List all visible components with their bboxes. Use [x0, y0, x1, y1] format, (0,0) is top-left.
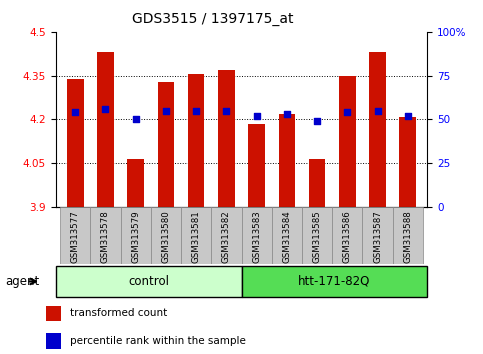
Bar [332, 207, 362, 264]
Bar [339, 76, 355, 207]
Text: agent: agent [5, 275, 39, 288]
Bar [151, 207, 181, 264]
Bar [90, 207, 121, 264]
Point [132, 117, 140, 122]
Bar [46, 333, 61, 348]
Point [313, 118, 321, 124]
Text: GSM313577: GSM313577 [71, 210, 80, 263]
Point [374, 108, 382, 114]
Bar [242, 266, 427, 297]
Text: GSM313587: GSM313587 [373, 210, 382, 263]
Bar [218, 70, 235, 207]
Bar [302, 207, 332, 264]
Bar [128, 159, 144, 207]
Bar [67, 79, 84, 207]
Bar [46, 306, 61, 321]
Point [101, 106, 109, 112]
Point [162, 108, 170, 114]
Text: percentile rank within the sample: percentile rank within the sample [70, 336, 246, 346]
Text: GDS3515 / 1397175_at: GDS3515 / 1397175_at [132, 12, 293, 27]
Bar [242, 207, 272, 264]
Bar [369, 52, 386, 207]
Bar [188, 74, 204, 207]
Bar [272, 207, 302, 264]
Text: GSM313582: GSM313582 [222, 210, 231, 263]
Text: GSM313580: GSM313580 [161, 210, 170, 263]
Point [223, 108, 230, 114]
Point [192, 108, 200, 114]
Text: GSM313586: GSM313586 [343, 210, 352, 263]
Text: GSM313581: GSM313581 [192, 210, 200, 263]
Point [253, 113, 260, 119]
Bar [60, 207, 90, 264]
Point [283, 112, 291, 117]
Bar [279, 114, 295, 207]
Text: GSM313588: GSM313588 [403, 210, 412, 263]
Text: GSM313583: GSM313583 [252, 210, 261, 263]
Text: transformed count: transformed count [70, 308, 167, 318]
Text: GSM313578: GSM313578 [101, 210, 110, 263]
Bar [97, 52, 114, 207]
Bar [181, 207, 211, 264]
Point [404, 113, 412, 119]
Bar [56, 266, 242, 297]
Text: GSM313579: GSM313579 [131, 210, 140, 263]
Text: htt-171-82Q: htt-171-82Q [298, 275, 370, 288]
Bar [393, 207, 423, 264]
Text: GSM313584: GSM313584 [283, 210, 291, 263]
Bar [157, 81, 174, 207]
Bar [309, 159, 326, 207]
Point [343, 110, 351, 115]
Bar [121, 207, 151, 264]
Bar [362, 207, 393, 264]
Bar [248, 124, 265, 207]
Bar [211, 207, 242, 264]
Bar [399, 116, 416, 207]
Point [71, 110, 79, 115]
Text: control: control [128, 275, 169, 288]
Text: GSM313585: GSM313585 [313, 210, 322, 263]
